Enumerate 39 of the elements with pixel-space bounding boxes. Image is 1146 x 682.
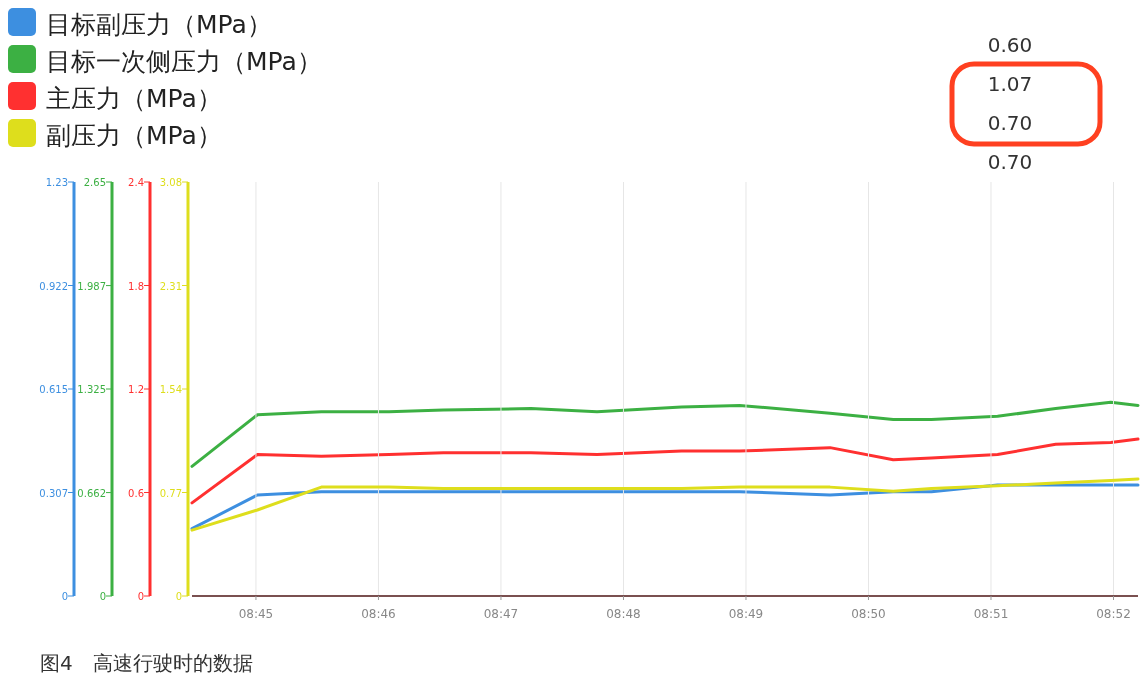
y-tick-label: 1.23 bbox=[45, 177, 68, 188]
y-tick-label: 1.2 bbox=[128, 384, 144, 395]
y-tick-label: 0 bbox=[99, 591, 106, 602]
x-tick-label: 08:50 bbox=[851, 607, 886, 621]
y-tick-label: 0.615 bbox=[39, 384, 68, 395]
text: 1.07 bbox=[987, 72, 1033, 96]
y-tick-label: 1.325 bbox=[77, 384, 106, 395]
x-tick-label: 08:46 bbox=[361, 607, 396, 621]
y-tick-label: 1.54 bbox=[159, 384, 182, 395]
y-tick-label: 0.77 bbox=[159, 487, 182, 499]
y-tick-label: 0 bbox=[61, 591, 68, 602]
y-tick-label: 2.31 bbox=[159, 280, 182, 292]
legend-label: 目标一次侧压力（MPa） bbox=[46, 47, 322, 76]
y-tick-label: 3.08 bbox=[159, 177, 182, 188]
y-tick-label: 1.987 bbox=[77, 280, 106, 292]
y-tick-label: 0.662 bbox=[77, 487, 106, 499]
text: 0.70 bbox=[987, 111, 1033, 135]
x-tick-label: 08:52 bbox=[1096, 607, 1131, 621]
line-series bbox=[190, 437, 1140, 505]
y-tick-label: 0.6 bbox=[128, 487, 144, 499]
x-tick-label: 08:49 bbox=[728, 607, 764, 621]
text: 0.60 bbox=[987, 33, 1033, 57]
y-tick-label: 0 bbox=[137, 591, 144, 602]
legend-label: 目标副压力（MPa） bbox=[46, 10, 272, 39]
y-tick-label: 0 bbox=[175, 591, 182, 602]
legend-label: 副压力（MPa） bbox=[46, 121, 222, 150]
y-tick-label: 2.4 bbox=[128, 177, 144, 188]
line-series bbox=[190, 400, 1140, 468]
text: 0.70 bbox=[987, 150, 1033, 174]
x-tick-label: 08:51 bbox=[973, 607, 1009, 621]
y-tick-label: 2.65 bbox=[83, 177, 106, 188]
y-tick-label: 1.8 bbox=[128, 280, 144, 292]
y-tick-label: 0.922 bbox=[39, 280, 68, 292]
x-tick-label: 08:45 bbox=[238, 607, 274, 621]
caption: 图4 高速行驶时的数据 bbox=[40, 651, 253, 675]
y-tick-label: 0.307 bbox=[39, 487, 68, 499]
legend-label: 主压力（MPa） bbox=[46, 84, 222, 113]
x-tick-label: 08:47 bbox=[483, 607, 519, 621]
x-tick-label: 08:48 bbox=[606, 607, 641, 621]
